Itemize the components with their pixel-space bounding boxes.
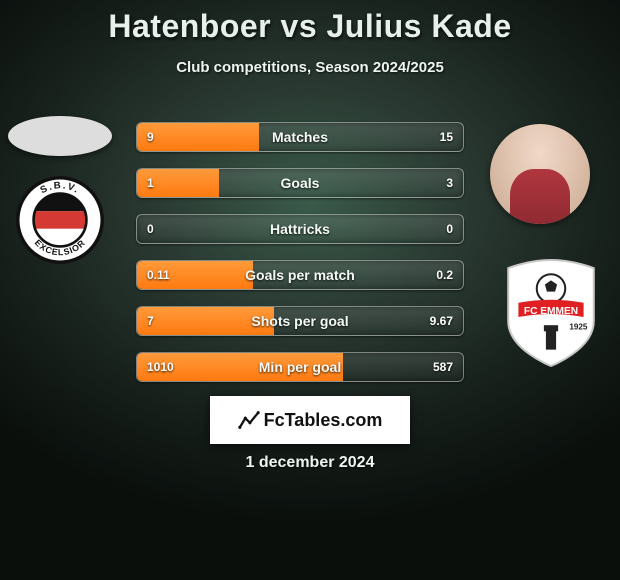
stat-right-value: 3 [446, 176, 453, 190]
page-subtitle: Club competitions, Season 2024/2025 [0, 59, 620, 76]
stat-right-value: 0 [446, 222, 453, 236]
stat-left-value: 1 [147, 176, 154, 190]
stat-left-value: 0.11 [147, 268, 170, 282]
stat-row: 7Shots per goal9.67 [136, 306, 464, 336]
stat-left-value: 1010 [147, 360, 174, 374]
stat-left-value: 9 [147, 130, 154, 144]
stat-left-value: 7 [147, 314, 154, 328]
stat-label: Hattricks [137, 221, 463, 237]
stat-right-value: 9.67 [430, 314, 453, 328]
stat-row: 1010Min per goal587 [136, 352, 464, 382]
right-club-badge: FC EMMEN 1925 [500, 258, 602, 370]
left-player-avatar [8, 116, 112, 156]
stat-fill [137, 307, 274, 335]
stat-left-value: 0 [147, 222, 154, 236]
stat-bars: 9Matches15 1Goals3 0Hattricks0 0.11Goals pe… [136, 122, 464, 398]
watermark-text: FcTables.com [264, 410, 383, 431]
club-right-name: FC EMMEN [524, 306, 578, 317]
stat-fill [137, 123, 259, 151]
stat-row: 1Goals3 [136, 168, 464, 198]
fctables-watermark[interactable]: FcTables.com [210, 396, 410, 444]
club-right-year: 1925 [569, 322, 588, 331]
stat-right-value: 587 [433, 360, 453, 374]
stat-row: 0Hattricks0 [136, 214, 464, 244]
stat-row: 9Matches15 [136, 122, 464, 152]
page-title: Hatenboer vs Julius Kade [0, 0, 620, 45]
stat-row: 0.11Goals per match0.2 [136, 260, 464, 290]
infographic: Hatenboer vs Julius Kade Club competitio… [0, 0, 620, 580]
right-player-avatar [490, 124, 590, 224]
stat-right-value: 0.2 [436, 268, 453, 282]
left-club-badge: S.B.V. EXCELSIOR [16, 176, 104, 264]
chart-icon [238, 409, 260, 431]
date-label: 1 december 2024 [0, 454, 620, 472]
stat-right-value: 15 [440, 130, 453, 144]
